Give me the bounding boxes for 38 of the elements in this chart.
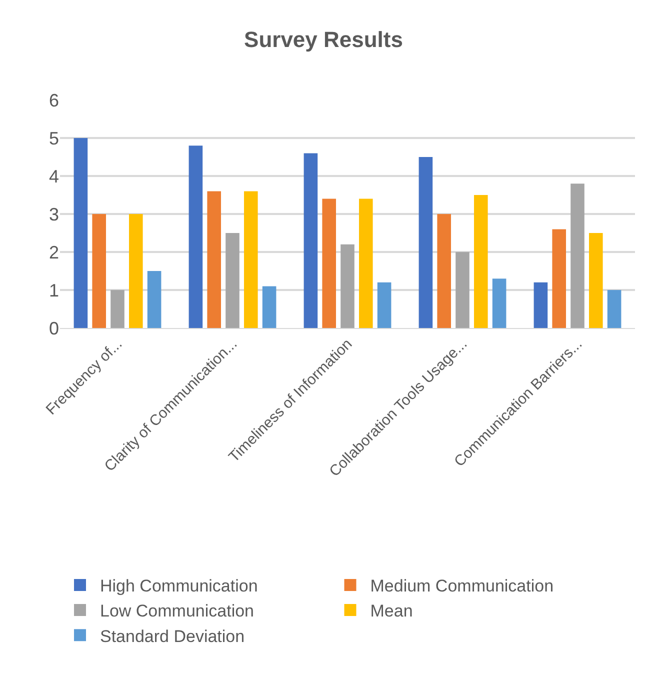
bar bbox=[262, 286, 276, 328]
bar bbox=[552, 229, 566, 328]
bar bbox=[340, 244, 354, 328]
bar bbox=[534, 282, 548, 328]
bar bbox=[147, 271, 162, 328]
legend-label: Low Communication bbox=[100, 602, 254, 621]
y-tick-label: 3 bbox=[48, 204, 59, 224]
y-tick-label: 0 bbox=[48, 318, 59, 338]
y-tick-label: 5 bbox=[48, 128, 59, 148]
bar bbox=[492, 278, 506, 328]
bar bbox=[304, 153, 318, 328]
legend-label: Mean bbox=[370, 602, 413, 621]
y-tick-label: 1 bbox=[48, 280, 59, 300]
bar bbox=[207, 191, 221, 328]
bar bbox=[226, 233, 240, 328]
legend-label: Medium Communication bbox=[370, 576, 554, 596]
bar bbox=[244, 191, 258, 328]
y-tick-label: 6 bbox=[48, 90, 59, 110]
bar bbox=[377, 282, 392, 328]
bar bbox=[456, 252, 470, 328]
bar bbox=[188, 146, 203, 328]
bar bbox=[359, 198, 373, 328]
legend-label: Standard Deviation bbox=[100, 626, 245, 646]
bar bbox=[474, 195, 488, 328]
bar bbox=[129, 214, 143, 328]
y-tick-label: 4 bbox=[48, 166, 59, 186]
bar bbox=[418, 157, 433, 328]
bar bbox=[74, 138, 88, 328]
bar bbox=[92, 214, 106, 328]
chart-title: Survey Results bbox=[244, 26, 403, 52]
legend-label: High Communication bbox=[100, 576, 258, 596]
bar bbox=[570, 184, 584, 328]
y-tick-label: 2 bbox=[48, 242, 59, 262]
bar bbox=[589, 233, 603, 328]
bar bbox=[607, 290, 622, 328]
bar bbox=[110, 290, 124, 328]
bar bbox=[437, 214, 451, 328]
bar bbox=[322, 198, 336, 328]
